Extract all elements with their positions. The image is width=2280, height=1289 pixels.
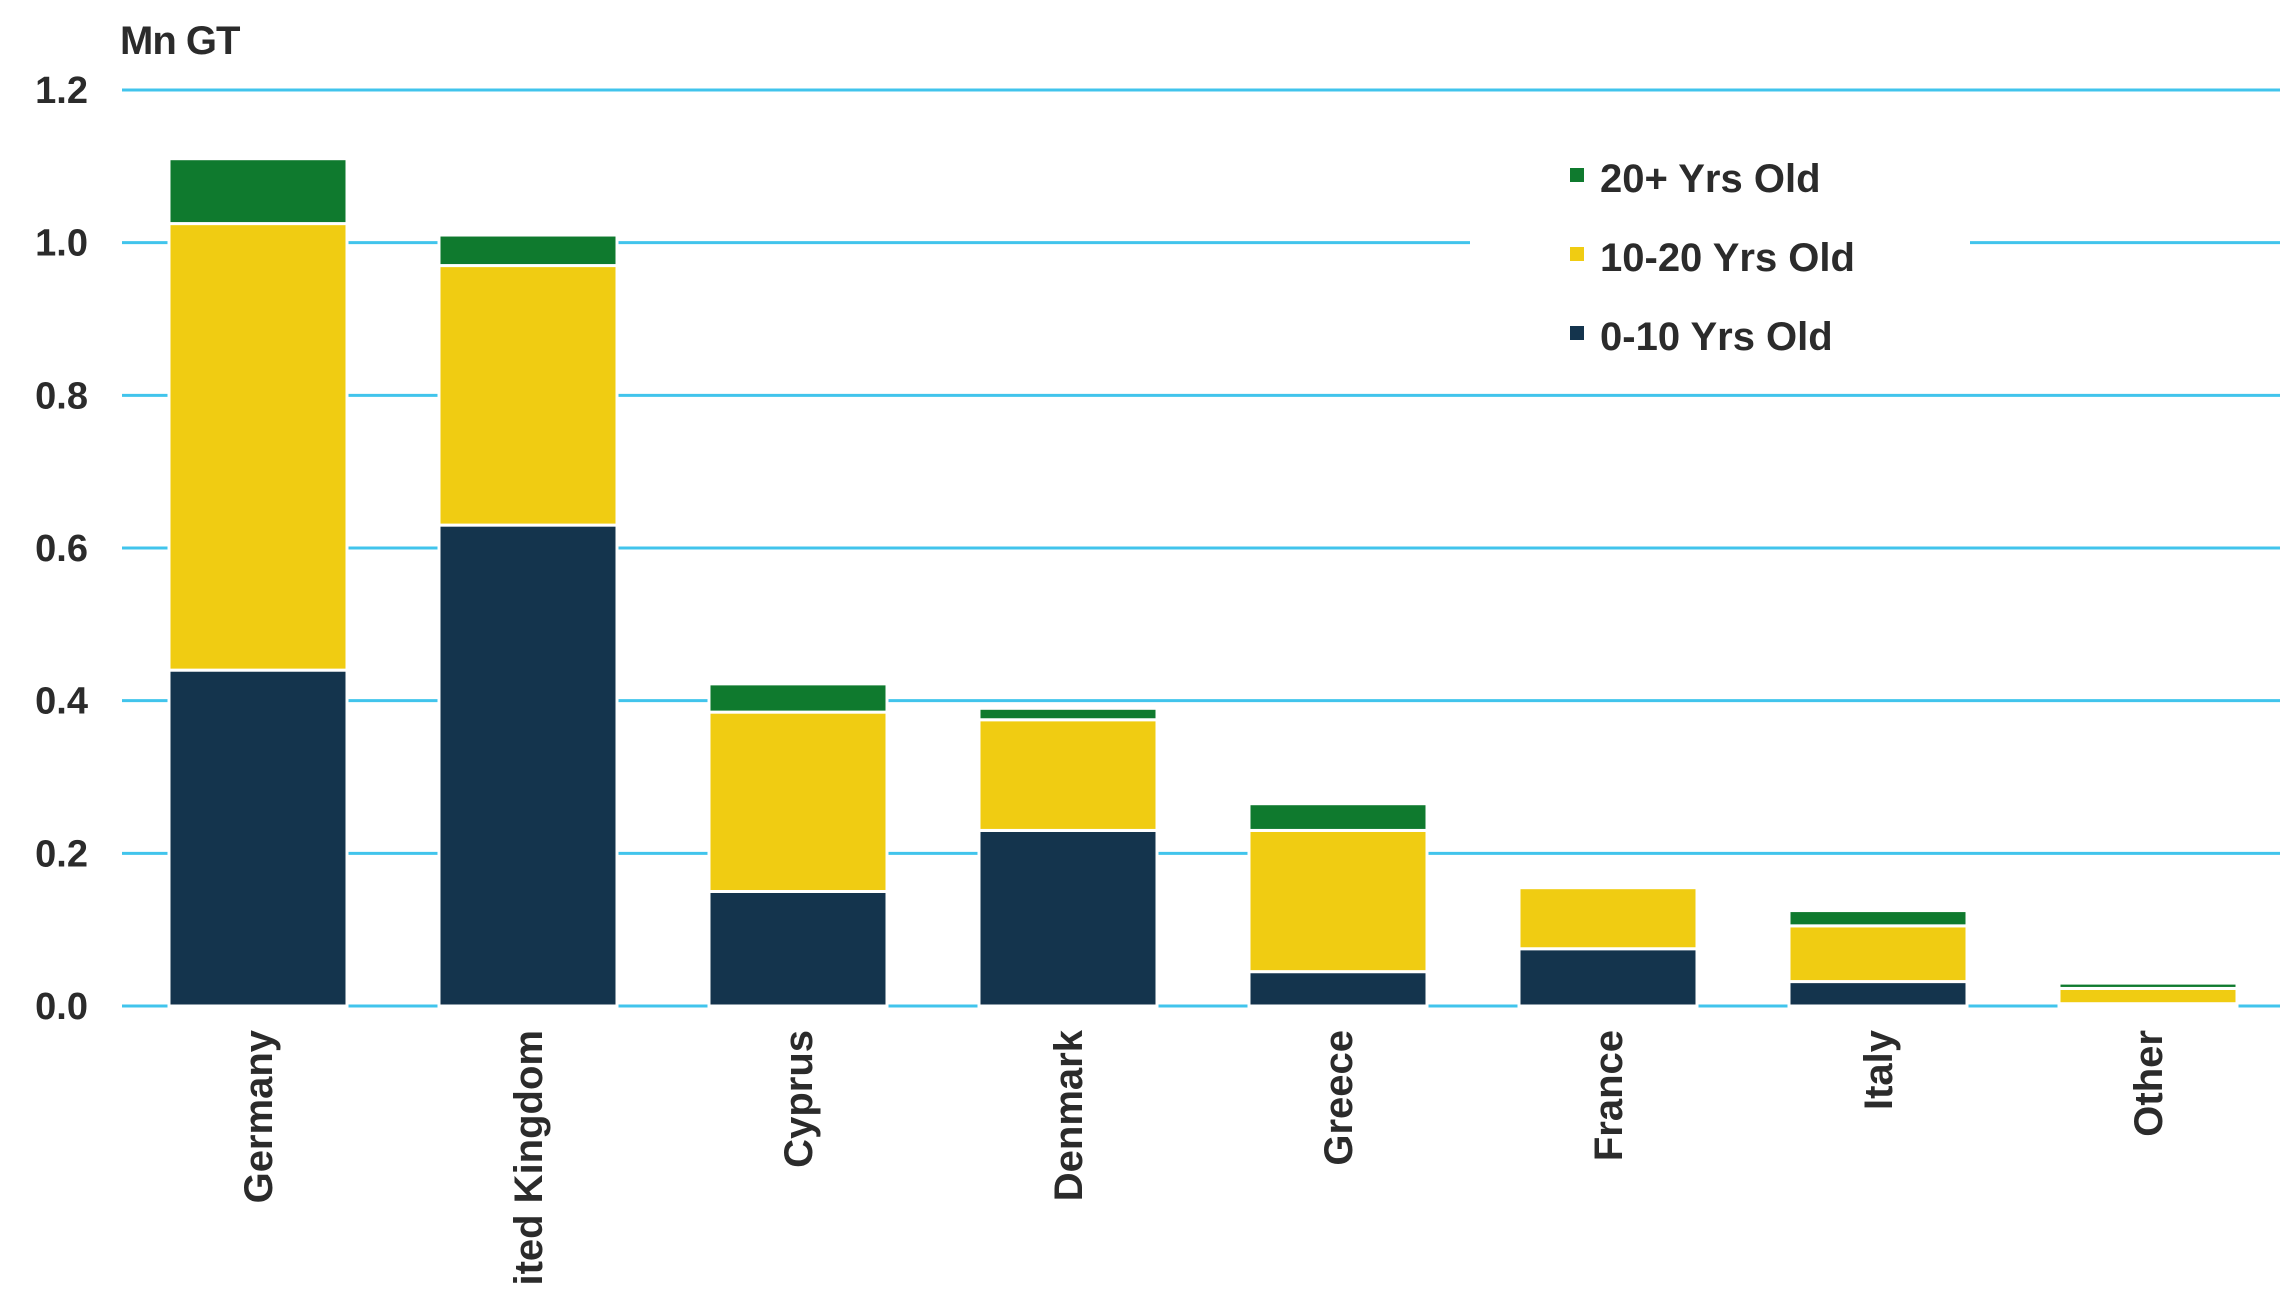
y-tick-label: 1.0 bbox=[35, 223, 88, 265]
legend-label: 20+ Yrs Old bbox=[1600, 157, 1821, 201]
x-category-label: Cyprus bbox=[777, 1030, 821, 1168]
bar-segment bbox=[2057, 981, 2239, 990]
bar-segment bbox=[437, 523, 619, 1008]
legend: 20+ Yrs Old 10-20 Yrs Old 0-10 Yrs Old bbox=[1470, 140, 1970, 380]
x-axis-category-labels: Germany United Kingdom Cyprus Denmark Greece… bbox=[237, 1029, 2171, 1289]
x-category-label: Denmark bbox=[1047, 1029, 1091, 1201]
legend-swatch bbox=[1570, 326, 1584, 340]
bar-segment bbox=[1247, 802, 1429, 832]
x-category-label: Italy bbox=[1857, 1029, 1901, 1110]
bar-segment bbox=[437, 264, 619, 527]
y-tick-label: 0.0 bbox=[35, 986, 88, 1028]
bar-segment bbox=[437, 233, 619, 268]
bar-segment bbox=[707, 682, 889, 714]
bar-segment bbox=[1247, 970, 1429, 1008]
x-category-label: Other bbox=[2127, 1030, 2171, 1137]
x-category-label: United Kingdom bbox=[507, 1030, 551, 1284]
y-tick-label: 0.4 bbox=[35, 681, 88, 723]
x-category-label: Greece bbox=[1317, 1030, 1361, 1166]
bar-segment bbox=[1787, 924, 1969, 984]
y-tick-label: 0.6 bbox=[35, 528, 88, 570]
y-tick-label: 1.2 bbox=[35, 70, 88, 112]
x-category-label: Germany bbox=[237, 1029, 281, 1203]
y-tick-label: 0.2 bbox=[35, 833, 88, 875]
bar-segment bbox=[977, 718, 1159, 832]
y-axis-unit-label: Mn GT bbox=[120, 19, 240, 63]
y-axis-ticks: 0.0 0.2 0.4 0.6 0.8 1.0 1.2 bbox=[35, 70, 88, 1028]
bar-segment bbox=[167, 668, 349, 1008]
legend-label: 10-20 Yrs Old bbox=[1600, 236, 1855, 280]
y-tick-label: 0.8 bbox=[35, 375, 88, 417]
bar-segment bbox=[1787, 980, 1969, 1008]
legend-label: 0-10 Yrs Old bbox=[1600, 315, 1833, 359]
bar-segment bbox=[1517, 886, 1699, 951]
x-category-label: France bbox=[1587, 1030, 1631, 1161]
bar-segment bbox=[1517, 947, 1699, 1008]
legend-swatch bbox=[1570, 247, 1584, 261]
legend-background bbox=[1470, 140, 1970, 380]
bar-segment bbox=[1787, 909, 1969, 928]
bar-segment bbox=[2057, 986, 2239, 1006]
bar-segment bbox=[167, 157, 349, 226]
bar-segment bbox=[977, 828, 1159, 1008]
bar-segment bbox=[707, 710, 889, 893]
bars bbox=[167, 157, 2239, 1008]
bar-segment bbox=[977, 706, 1159, 722]
bar-segment bbox=[707, 890, 889, 1008]
legend-swatch bbox=[1570, 168, 1584, 182]
bar-segment bbox=[167, 222, 349, 672]
bar-segment bbox=[1247, 828, 1429, 974]
